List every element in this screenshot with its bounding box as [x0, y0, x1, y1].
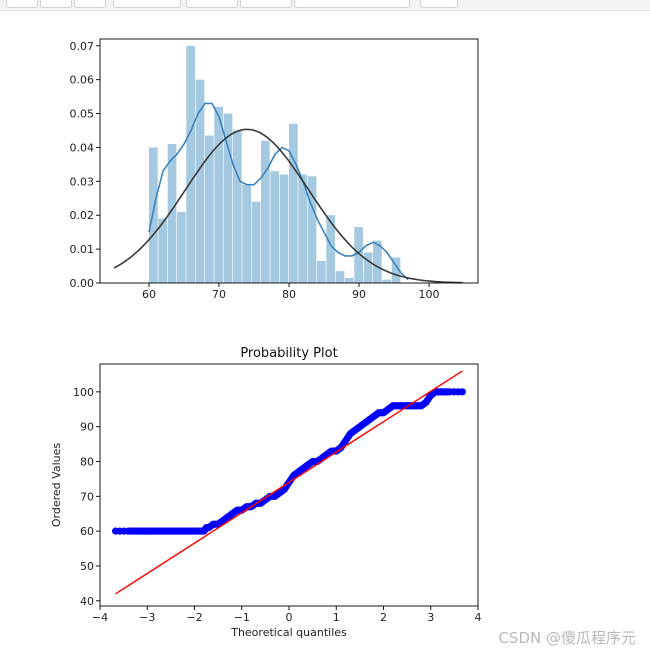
histogram-bar: [214, 106, 224, 284]
probability-y-tick-label: 40: [80, 595, 94, 608]
histogram-y-tick-label: 0.04: [70, 141, 95, 154]
histogram-y-tick-label: 0.06: [70, 74, 95, 87]
probability-y-axis-label: Ordered Values: [50, 443, 63, 527]
probability-title: Probability Plot: [240, 346, 337, 361]
fit-line: [115, 370, 463, 595]
histogram-chart: 60 70 80 90 100 0.00 0.01 0.02 0.03 0.04 0.05 0.06 0…: [70, 38, 479, 301]
histogram-x-tick-label: 60: [142, 288, 156, 301]
toolbar-button[interactable]: [420, 0, 458, 8]
histogram-y-tick-label: 0.00: [70, 277, 95, 290]
probability-point: [120, 527, 128, 535]
probability-plot: −4 −3 −2 −1 0 1 2 3 4 40 50 60 70 80 90 100 Probability …: [50, 346, 482, 639]
histogram-bar: [345, 277, 354, 283]
probability-y-tick-label: 50: [80, 560, 94, 573]
histogram-x-tick-label: 70: [212, 288, 226, 301]
probability-x-tick-label: −2: [186, 611, 202, 624]
toolbar-button[interactable]: [113, 0, 181, 8]
histogram-bar: [354, 227, 364, 283]
histogram-bar: [335, 271, 345, 283]
probability-x-tick-label: −3: [139, 611, 155, 624]
probability-y-tick-label: 80: [80, 455, 94, 468]
normal-fit-curve: [113, 128, 463, 284]
histogram-y-tick-label: 0.07: [70, 40, 95, 53]
histogram-bar: [195, 79, 205, 284]
probability-y-tick-label: 90: [80, 421, 94, 434]
histogram-y-tick-label: 0.01: [70, 243, 95, 256]
histogram-bar: [270, 171, 280, 283]
probability-y-tick-label: 100: [73, 386, 94, 399]
toolbar-button[interactable]: [74, 0, 106, 8]
histogram-bar: [205, 135, 214, 283]
histogram-x-tick-label: 80: [282, 288, 296, 301]
histogram-bar: [382, 279, 392, 283]
notebook-toolbar-strip: [0, 0, 650, 11]
probability-y-tick-label: 70: [80, 490, 94, 503]
histogram-y-tick-label: 0.02: [70, 209, 95, 222]
probability-x-axis-label: Theoretical quantiles: [230, 626, 347, 639]
histogram-x-tick-label: 90: [352, 288, 366, 301]
probability-point: [444, 388, 452, 396]
histogram-bar: [167, 144, 177, 283]
toolbar-button[interactable]: [240, 0, 292, 8]
probability-point: [454, 388, 462, 396]
histogram-bar: [326, 215, 336, 283]
histogram-bar: [298, 174, 308, 283]
probability-x-tick-label: −4: [92, 611, 108, 624]
toolbar-button[interactable]: [40, 0, 72, 8]
histogram-x-tick-label: 100: [419, 288, 440, 301]
histogram-bar: [233, 130, 242, 283]
watermark: CSDN @傻瓜程序元: [498, 629, 636, 647]
histogram-bar: [158, 218, 168, 283]
histogram-bar: [363, 252, 373, 283]
probability-x-tick-label: 3: [427, 611, 434, 624]
histogram-bar: [242, 184, 252, 283]
histogram-y-tick-label: 0.05: [70, 108, 95, 121]
probability-x-tick-label: −1: [234, 611, 250, 624]
probability-x-tick-label: 2: [380, 611, 387, 624]
toolbar-button[interactable]: [6, 0, 38, 8]
histogram-bar: [177, 211, 186, 283]
histogram-bar: [279, 174, 289, 283]
probability-y-tick-label: 60: [80, 525, 94, 538]
probability-x-tick-label: 1: [333, 611, 340, 624]
histogram-bar: [307, 176, 317, 283]
histogram-bar: [261, 140, 270, 283]
toolbar-button[interactable]: [294, 0, 410, 8]
histogram-y-tick-label: 0.03: [70, 175, 95, 188]
histogram-bar: [149, 147, 158, 283]
probability-x-tick-label: 4: [475, 611, 482, 624]
histogram-bar: [373, 240, 382, 283]
histogram-bar: [186, 45, 196, 284]
histogram-bar: [223, 113, 233, 283]
histogram-bar: [317, 260, 326, 283]
toolbar-button[interactable]: [186, 0, 238, 8]
histogram-bar: [391, 257, 401, 283]
kde-curve: [148, 102, 409, 281]
histogram-bar: [289, 123, 298, 283]
histogram-bar: [251, 201, 261, 283]
probability-x-tick-label: 0: [286, 611, 293, 624]
